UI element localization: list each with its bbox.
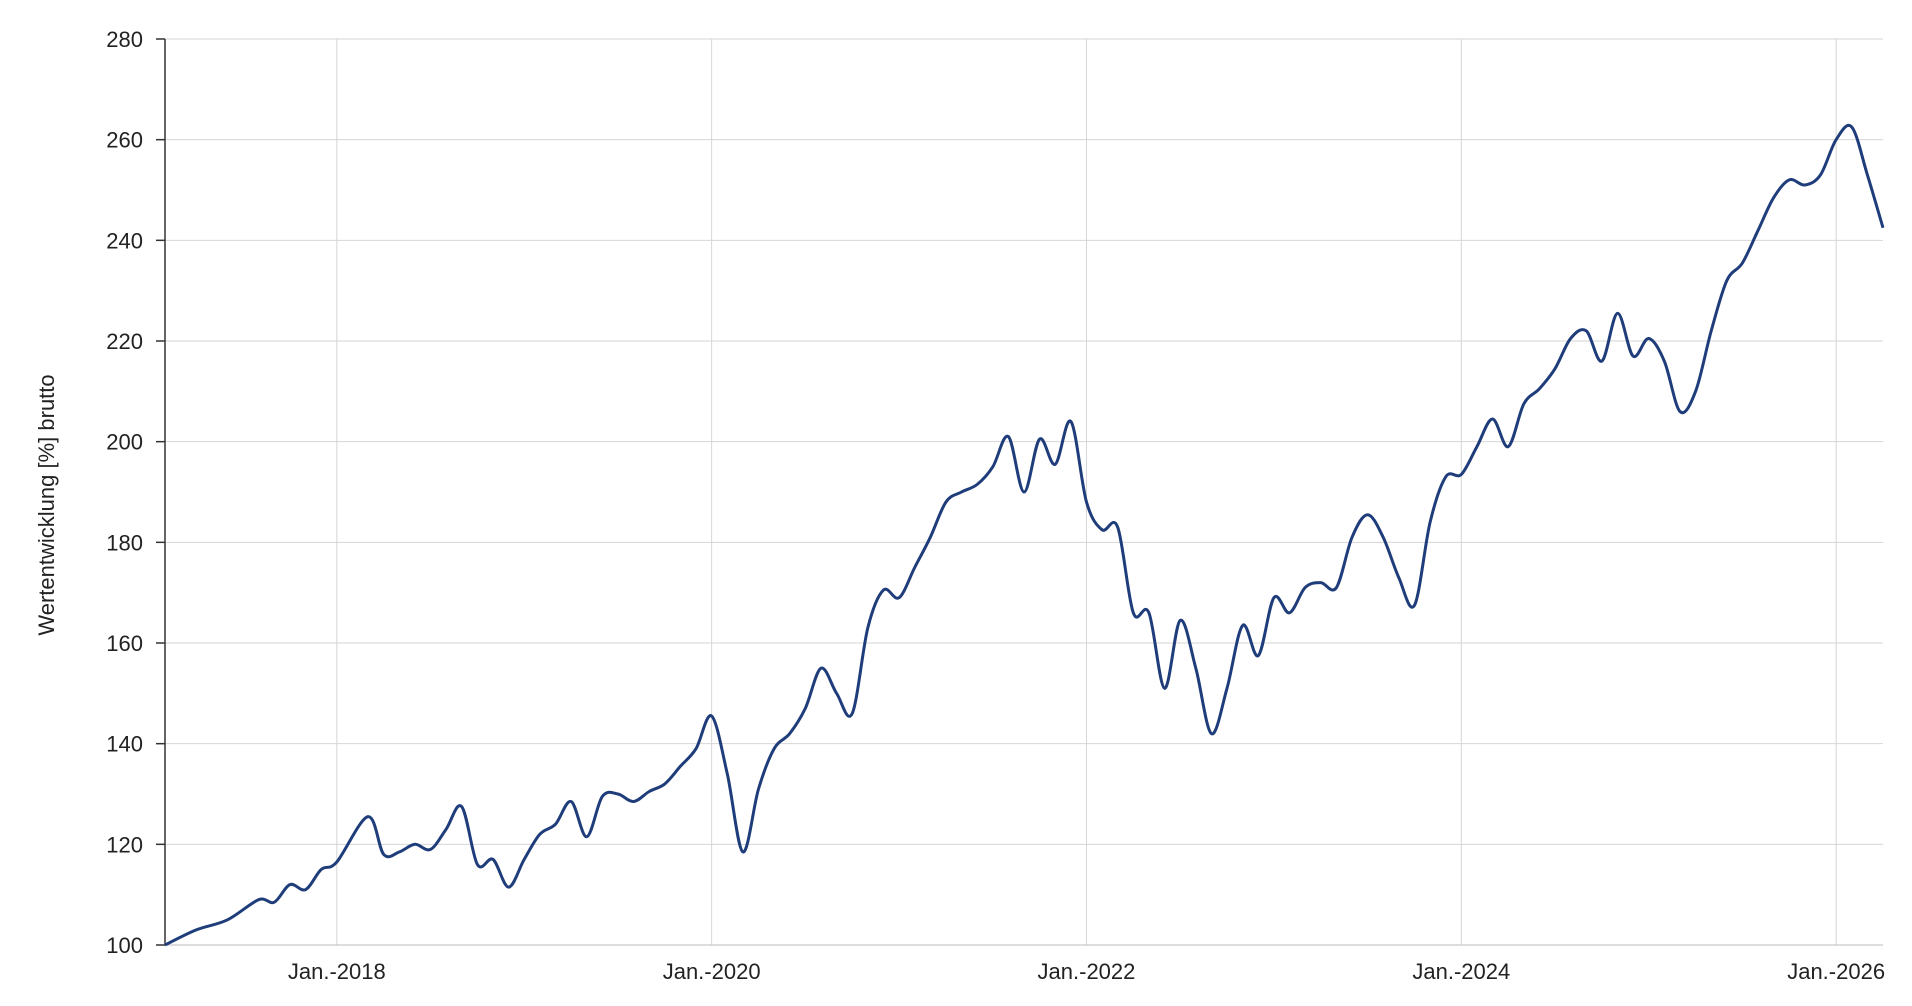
y-axis-label: Wertentwicklung [%] brutto bbox=[34, 374, 59, 635]
y-tick-label: 180 bbox=[106, 530, 143, 555]
y-tick-label: 200 bbox=[106, 430, 143, 455]
y-tick-label: 100 bbox=[106, 933, 143, 958]
x-tick-label: Jan.-2022 bbox=[1038, 959, 1136, 984]
x-tick-label: Jan.-2018 bbox=[288, 959, 386, 984]
y-tick-label: 240 bbox=[106, 228, 143, 253]
grid bbox=[165, 38, 1883, 945]
series-line bbox=[164, 123, 1885, 947]
y-tick-label: 160 bbox=[106, 631, 143, 656]
y-tick-label: 140 bbox=[106, 732, 143, 757]
x-axis-ticks: Jan.-2018 Jan.-2020 Jan.-2022 Jan.-2024 Jan.… bbox=[288, 959, 1885, 984]
x-tick-label: Jan.-2026 bbox=[1787, 959, 1885, 984]
x-tick-label: Jan.-2020 bbox=[663, 959, 761, 984]
y-tick-label: 220 bbox=[106, 329, 143, 354]
y-axis-ticks: 100 120 140 160 180 200 220 240 260 280 bbox=[106, 27, 165, 958]
y-tick-label: 280 bbox=[106, 27, 143, 52]
y-tick-label: 260 bbox=[106, 128, 143, 153]
y-tick-label: 120 bbox=[106, 832, 143, 857]
x-tick-label: Jan.-2024 bbox=[1412, 959, 1510, 984]
